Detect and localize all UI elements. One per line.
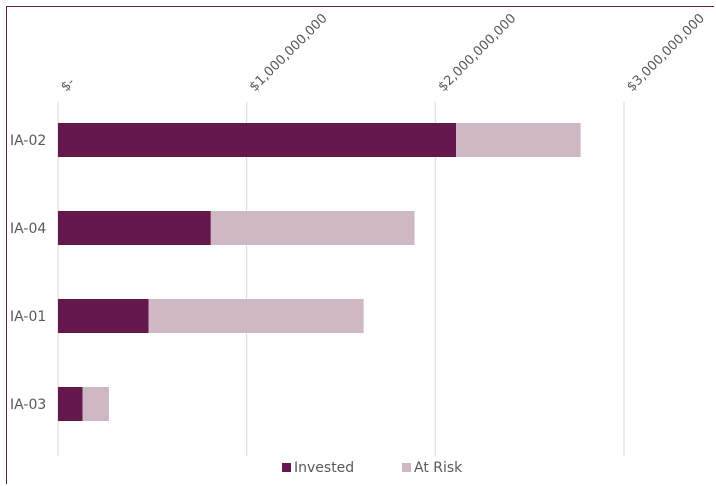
legend-swatch-at-risk — [402, 463, 411, 472]
x-tick-label: $- — [58, 75, 78, 95]
x-tick-label: $1,000,000,000 — [247, 11, 331, 95]
category-label: IA-04 — [10, 221, 46, 237]
bar-at-risk-ia-03 — [82, 387, 109, 421]
legend-label-at-risk: At Risk — [414, 460, 463, 476]
legend-swatch-invested — [282, 463, 291, 472]
category-label: IA-03 — [10, 397, 46, 413]
x-axis-tick-labels: $- $1,000,000,000 $2,000,000,000 $3,000,000… — [58, 11, 708, 95]
bar-invested-ia-01 — [58, 299, 149, 333]
chart-frame — [6, 6, 714, 484]
gridlines — [57, 102, 625, 456]
bar-invested-ia-04 — [58, 211, 211, 245]
bars — [58, 123, 581, 421]
category-labels: IA-02 IA-04 IA-01 IA-03 — [10, 133, 46, 413]
x-tick-label: $2,000,000,000 — [436, 11, 520, 95]
bar-invested-ia-02 — [58, 123, 457, 157]
bar-invested-ia-03 — [58, 387, 83, 421]
legend-label-invested: Invested — [294, 460, 354, 476]
x-tick-label: $3,000,000,000 — [624, 11, 708, 95]
bar-at-risk-ia-04 — [210, 211, 415, 245]
bar-at-risk-ia-01 — [148, 299, 364, 333]
category-label: IA-01 — [10, 309, 46, 325]
legend: Invested At Risk — [282, 460, 463, 476]
bar-at-risk-ia-02 — [456, 123, 581, 157]
category-label: IA-02 — [10, 133, 46, 149]
